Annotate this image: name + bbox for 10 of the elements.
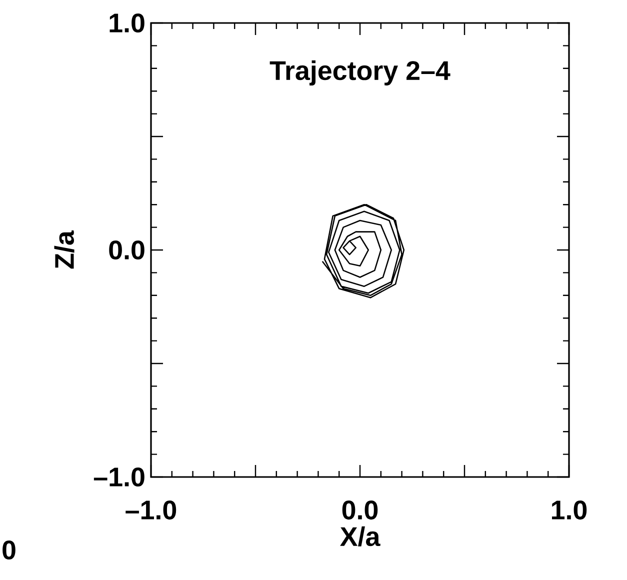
- x-tick-label: –1.0: [126, 500, 176, 520]
- y-axis-title: Z/a: [54, 230, 74, 269]
- y-tick-label: 1.0: [110, 13, 144, 33]
- y-tick-label: –1.0: [94, 467, 144, 487]
- text: Trajectory 2–4: [270, 60, 450, 86]
- text: 0: [2, 540, 16, 560]
- x-tick-label: 1.0: [552, 500, 587, 520]
- y-tick-label: 0.0: [109, 240, 144, 260]
- x-tick-label: 0.0: [342, 500, 378, 520]
- x-axis-title: X/a: [340, 526, 380, 546]
